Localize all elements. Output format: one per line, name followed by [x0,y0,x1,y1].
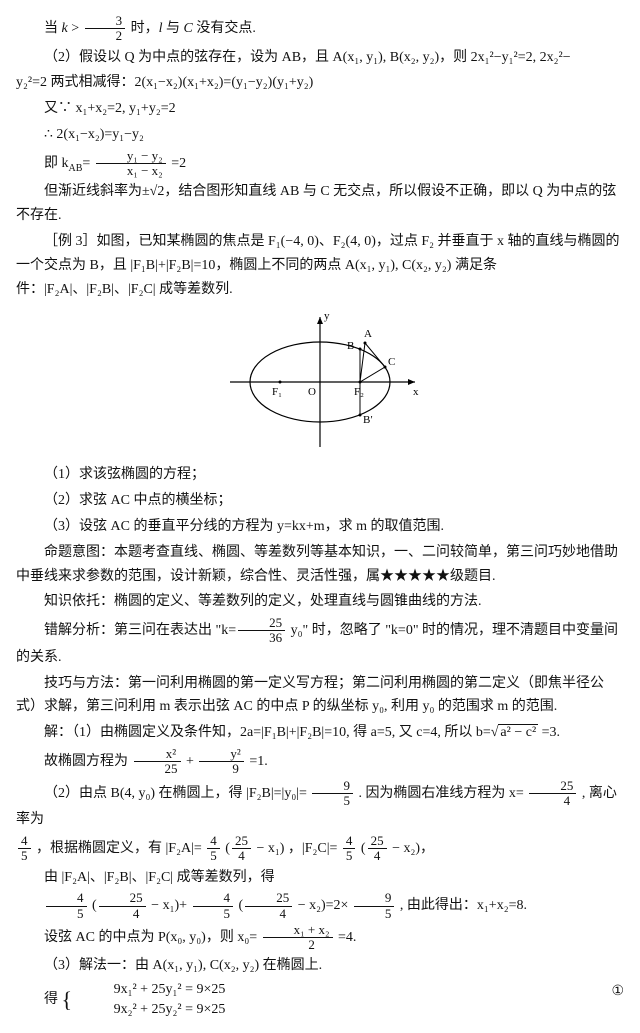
origin-label: O [308,386,316,398]
axis-label-y: y [324,310,330,322]
line-text: 当 k > 32 时，l 与 C 没有交点. [16,14,624,44]
focus-f2-label: F₂ [354,386,364,398]
line-text: 但渐近线斜率为±√2，结合图形知直线 AB 与 C 无交点，所以假设不正确，即以… [16,180,624,228]
line-text: 由 |F₂A|、|F₂B|、|F₂C| 成等差数列，得 [16,866,624,890]
line-text: 即 kAB= y₁ − y₂x₁ − x₂ =2 [16,149,624,179]
line-text: ∴ 2(x₁−x₂)=y₁−y₂ [16,123,624,147]
line-text: 故椭圆方程为 x²25 + y²9 =1. [16,747,624,777]
line-text: 解：（1）由椭圆定义及条件知，2a=|F₁B|+|F₂B|=10, 得 a=5,… [16,721,624,745]
equation-number: ① [583,980,624,1004]
line-text: y₂²=2 两式相减得：2(x₁−x₂)(x₁+x₂)=(y₁−y₂)(y₁+y… [16,71,624,95]
point-b-label: B [347,340,354,352]
question-3: （3）设弦 AC 的垂直平分线的方程为 y=kx+m，求 m 的取值范围. [16,515,624,539]
question-1: （1）求该弦椭圆的方程； [16,463,624,487]
line-text: 设弦 AC 的中点为 P(x₀, y₀)，则 x₀= x₁ + x₂2 =4. [16,923,624,953]
point-a-label: A [364,328,372,340]
line-text: 知识依托：椭圆的定义、等差数列的定义，处理直线与圆锥曲线的方法. [16,590,624,614]
line-text: 技巧与方法：第一问利用椭圆的第一定义写方程；第二问利用椭圆的第二定义（即焦半径公… [16,672,624,720]
line-text: 45 ，根据椭圆定义，有 |F₂A|= 45 (254 − x₁) ，|F₂C|… [16,834,624,864]
line-text: 命题意图：本题考查直线、椭圆、等差数列等基本知识，一、二问较简单，第三问巧妙地借… [16,541,624,589]
axis-label-x: x [413,386,419,398]
line-text: （2）由点 B(4, y₀) 在椭圆上，得 |F₂B|=|y₀|= 95 . 因… [16,779,624,832]
ellipse-diagram: y x O F₁ F₂ A B C B′ [16,307,624,457]
line-text: 又∵ x₁+x₂=2, y₁+y₂=2 [16,97,624,121]
line-text: （3）解法一：由 A(x₁, y₁), C(x₂, y₂) 在椭圆上. [16,954,624,978]
line-text: （2）假设以 Q 为中点的弦存在，设为 AB，且 A(x₁, y₁), B(x₂… [16,46,624,70]
focus-f1-label: F₁ [272,386,282,398]
line-text: 得 { 9x₁² + 25y₁² = 9×25 9x₂² + 25y₂² = 9… [16,980,624,1019]
example-heading: ［例 3］如图，已知某椭圆的焦点是 F₁(−4, 0)、F₂(4, 0)，过点 … [16,230,624,301]
question-2: （2）求弦 AC 中点的横坐标； [16,489,624,513]
line-text: 错解分析：第三问在表达出 "k=2536 y₀" 时，忽略了 "k=0" 时的情… [16,616,624,669]
point-bprime-label: B′ [363,414,373,426]
point-c-label: C [388,356,395,368]
line-text: 45 (254 − x₁)+ 45 (254 − x₂)=2× 95 , 由此得… [16,891,624,921]
